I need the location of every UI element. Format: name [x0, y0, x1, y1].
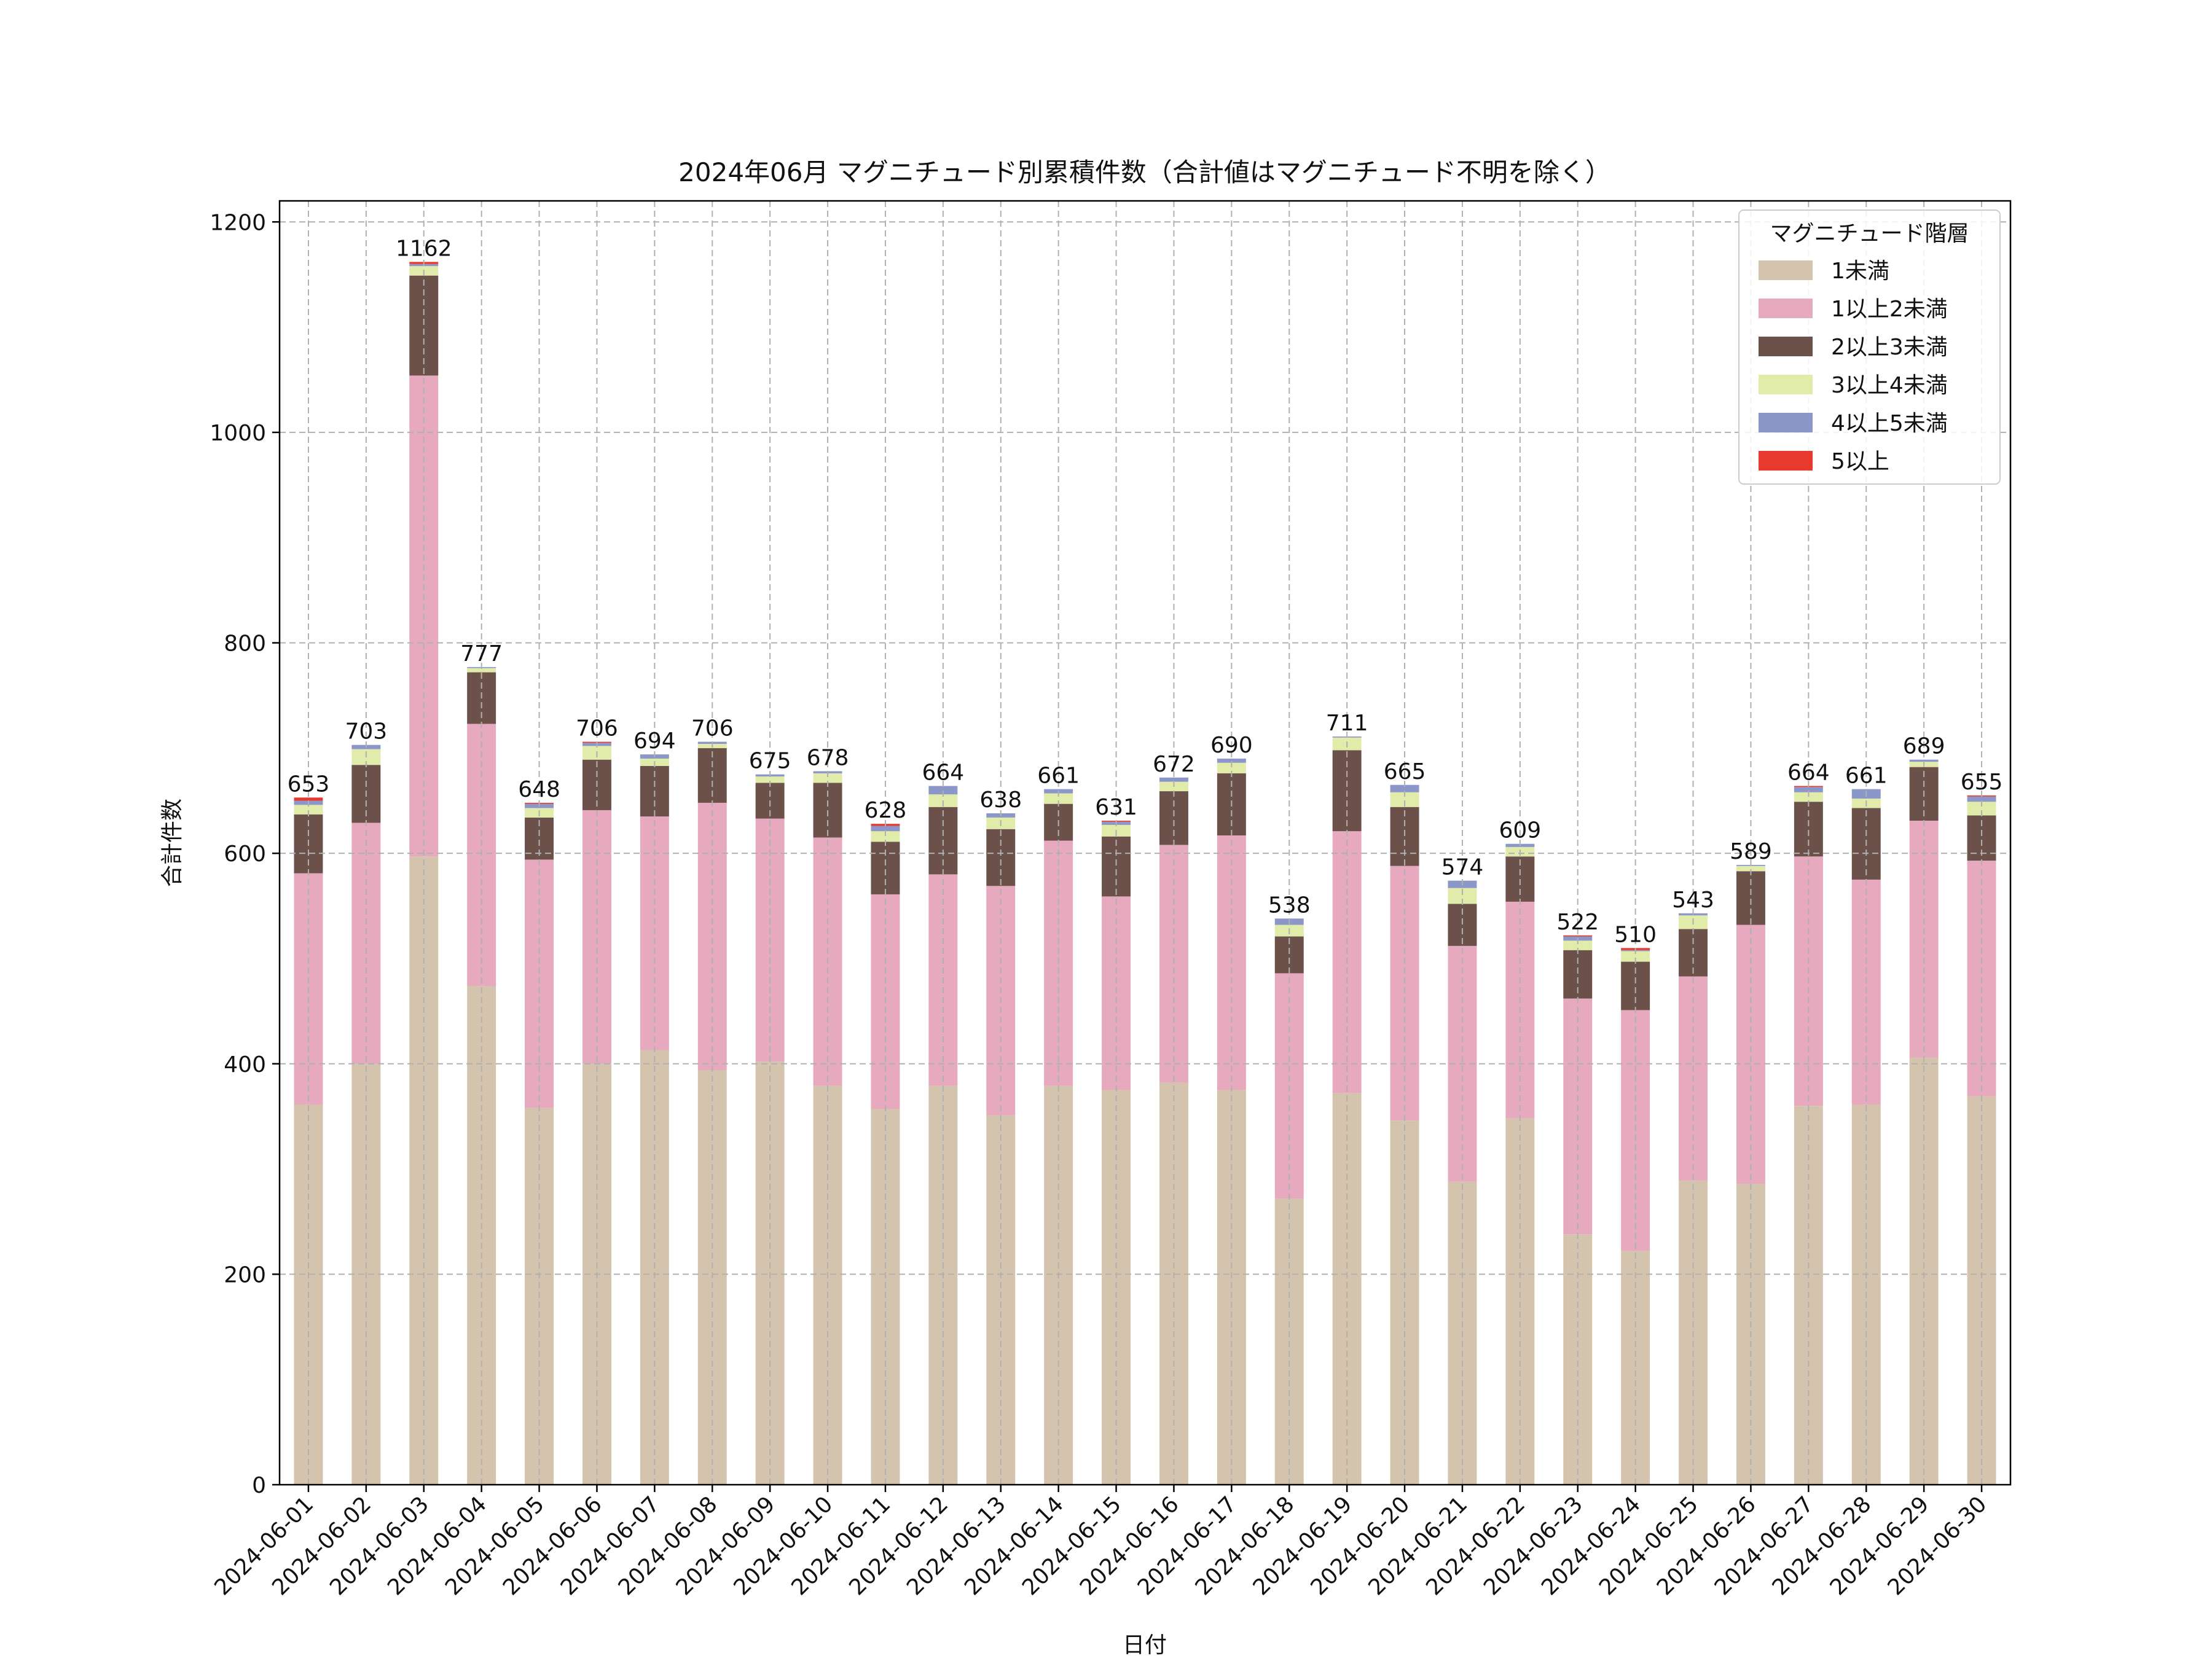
x-axis: 2024-06-012024-06-022024-06-032024-06-04…	[210, 1485, 1991, 1600]
bar-segment-2024-06-23-s5	[1563, 935, 1593, 937]
bar-segment-2024-06-30-s3	[1967, 802, 1996, 816]
bar-segment-2024-06-17-s4	[1217, 758, 1246, 763]
bar-segment-2024-06-04-s3	[467, 668, 496, 673]
bar-segment-2024-06-27-s3	[1794, 792, 1823, 802]
total-label-2024-06-30: 655	[1961, 770, 2003, 795]
total-label-2024-06-02: 703	[345, 719, 387, 745]
bar-segment-2024-06-13-s0	[986, 1115, 1016, 1485]
total-label-2024-06-20: 665	[1384, 759, 1426, 784]
y-tick-label-400: 400	[224, 1052, 266, 1077]
y-axis: 0 200 400 600 800 1000 1200	[210, 210, 280, 1498]
total-label-2024-06-24: 510	[1614, 922, 1657, 947]
total-label-2024-06-29: 689	[1903, 734, 1945, 759]
grid-layer	[280, 201, 2010, 1485]
bar-segment-2024-06-20-s2	[1390, 807, 1419, 866]
bar-segment-2024-06-09-s3	[755, 776, 785, 783]
total-label-2024-06-06: 706	[576, 716, 618, 741]
total-label-2024-06-17: 690	[1210, 733, 1253, 758]
total-label-2024-06-27: 664	[1787, 760, 1830, 785]
total-label-2024-06-14: 661	[1037, 764, 1080, 789]
total-label-2024-06-16: 672	[1153, 752, 1195, 777]
bar-segment-2024-06-23-s0	[1563, 1234, 1593, 1485]
total-label-2024-06-07: 694	[633, 729, 676, 754]
legend-swatch-2	[1759, 337, 1813, 356]
y-tick-label-1200: 1200	[210, 210, 266, 235]
bar-segment-2024-06-14-s3	[1044, 793, 1073, 804]
bar-segment-2024-06-24-s0	[1621, 1251, 1650, 1485]
legend-title: マグニチュード階層	[1770, 221, 1969, 246]
bar-segment-2024-06-06-s1	[582, 810, 611, 1064]
legend-swatch-3	[1759, 375, 1813, 394]
bar-segment-2024-06-13-s2	[986, 829, 1016, 886]
bar-segment-2024-06-19-s0	[1332, 1093, 1362, 1485]
legend-label-4: 4以上5未満	[1831, 411, 1948, 436]
bar-segment-2024-06-10-s3	[813, 773, 842, 783]
total-label-2024-06-03: 1162	[396, 236, 452, 261]
y-tick-label-800: 800	[224, 631, 266, 657]
total-label-2024-06-10: 678	[807, 746, 849, 771]
chart-title: 2024年06月 マグニチュード別累積件数（合計値はマグニチュード不明を除く）	[678, 157, 1611, 187]
legend-swatch-5	[1759, 451, 1813, 471]
y-axis-label: 合計件数	[160, 799, 185, 887]
total-label-2024-06-01: 653	[288, 772, 330, 797]
total-label-2024-06-18: 538	[1268, 893, 1311, 918]
total-label-2024-06-05: 648	[518, 777, 560, 802]
legend-label-1: 1以上2未満	[1831, 297, 1948, 322]
bar-segment-2024-06-23-s3	[1563, 940, 1593, 950]
total-label-2024-06-28: 661	[1845, 764, 1888, 789]
bar-segment-2024-06-26-s3	[1736, 866, 1765, 872]
bar-segment-2024-06-24-s3	[1621, 951, 1650, 962]
bar-segment-2024-06-16-s4	[1159, 777, 1188, 782]
bar-segment-2024-06-08-s1	[697, 802, 727, 1071]
y-tick-label-1000: 1000	[210, 421, 266, 446]
bar-segment-2024-06-20-s4	[1390, 784, 1419, 792]
bar-segment-2024-06-11-s3	[871, 831, 900, 842]
total-labels-layer: 653 703 1162 777 648 706 694 706 675 678 628 664 638…	[288, 236, 2003, 947]
total-label-2024-06-08: 706	[691, 716, 734, 741]
total-label-2024-06-22: 609	[1499, 818, 1541, 843]
total-label-2024-06-26: 589	[1730, 839, 1772, 864]
legend-label-5: 5以上	[1831, 449, 1889, 474]
bar-segment-2024-06-27-s2	[1794, 802, 1823, 857]
total-label-2024-06-11: 628	[865, 798, 907, 823]
total-label-2024-06-12: 664	[922, 760, 964, 785]
legend: マグニチュード階層 1未満 1以上2未満 2以上3未満 3以上4未満 4以上5未満 5以上	[1738, 209, 2001, 485]
bar-segment-2024-06-29-s4	[1909, 759, 1939, 762]
legend-swatch-0	[1759, 260, 1813, 280]
total-label-2024-06-21: 574	[1441, 855, 1484, 880]
y-tick-label-200: 200	[224, 1262, 266, 1288]
total-label-2024-06-15: 631	[1095, 795, 1137, 820]
total-label-2024-06-04: 777	[460, 641, 503, 666]
bar-segment-2024-06-27-s4	[1794, 787, 1823, 792]
total-label-2024-06-19: 711	[1326, 711, 1368, 736]
legend-label-0: 1未満	[1831, 259, 1889, 284]
bar-segment-2024-06-12-s4	[928, 786, 958, 795]
x-axis-label: 日付	[1123, 1633, 1167, 1658]
total-label-2024-06-13: 638	[979, 788, 1022, 813]
legend-swatch-4	[1759, 413, 1813, 432]
bar-segment-2024-06-17-s3	[1217, 762, 1246, 773]
bar-segment-2024-06-01-s3	[294, 805, 323, 815]
legend-label-2: 2以上3未満	[1831, 335, 1948, 360]
total-label-2024-06-23: 522	[1556, 910, 1599, 935]
y-tick-label-0: 0	[252, 1473, 266, 1498]
bar-segment-2024-06-16-s2	[1159, 791, 1188, 845]
bar-segment-2024-06-01-s5	[294, 797, 323, 801]
y-tick-label-600: 600	[224, 842, 266, 867]
legend-label-3: 3以上4未満	[1831, 373, 1948, 398]
bar-segment-2024-06-11-s4	[871, 826, 900, 832]
legend-swatch-1	[1759, 299, 1813, 318]
plot-frame	[278, 200, 2012, 1486]
x-tick-label-2024-06-01: 2024-06-01	[210, 1491, 318, 1600]
total-label-2024-06-25: 543	[1672, 888, 1714, 913]
total-label-2024-06-09: 675	[749, 749, 791, 774]
bar-segment-2024-06-20-s3	[1390, 792, 1419, 807]
bar-segment-2024-06-30-s4	[1967, 796, 1996, 802]
bar-segment-2024-06-15-s2	[1102, 836, 1131, 897]
